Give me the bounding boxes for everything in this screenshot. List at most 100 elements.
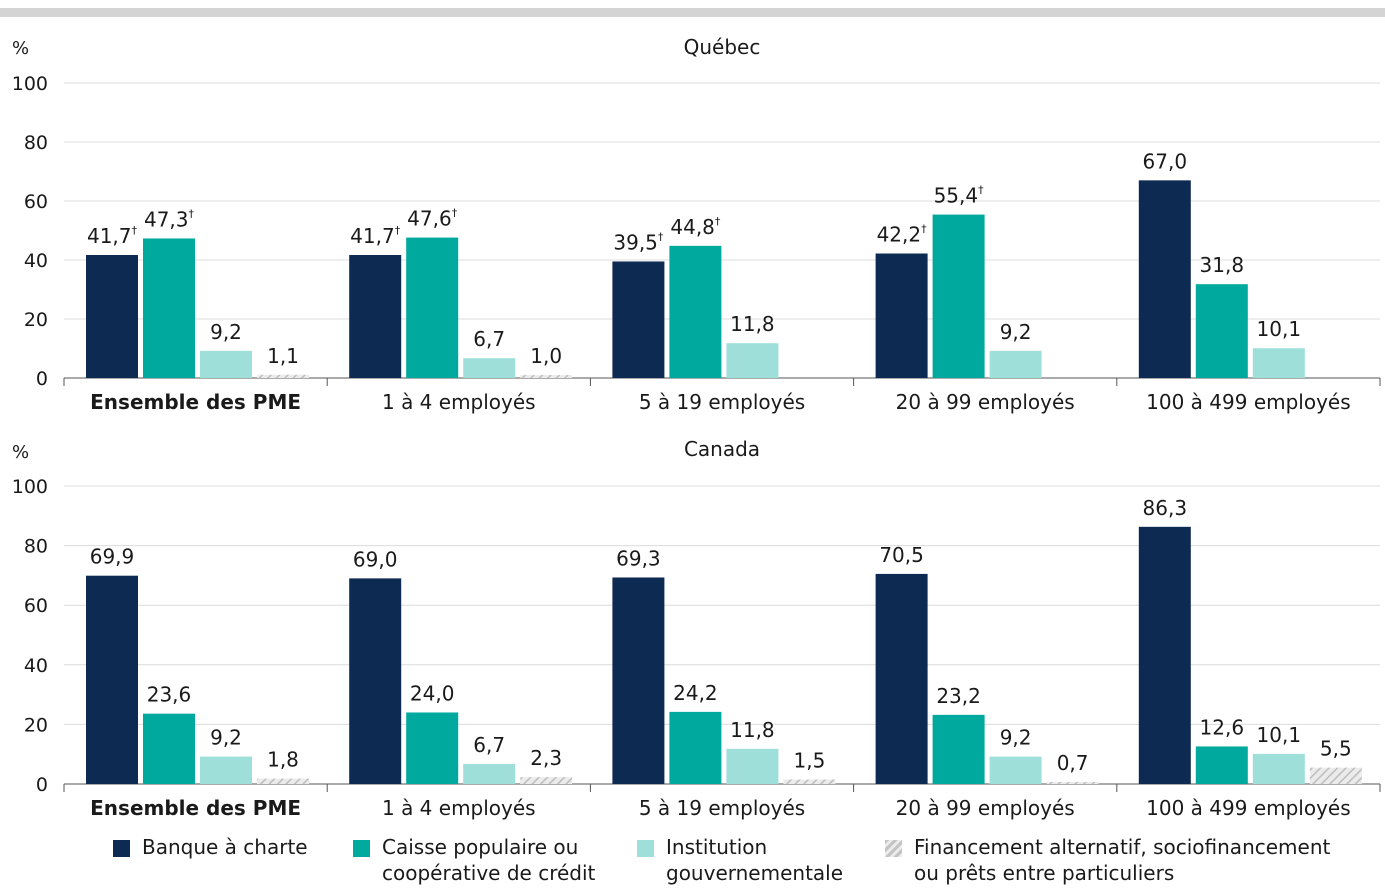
bar-credit-union <box>932 214 985 378</box>
value-label: 23,2 <box>936 684 981 708</box>
value-label: 55,4† <box>934 184 985 208</box>
value-label: 69,3 <box>616 546 661 570</box>
legend-item-chartered-bank: Banque à charte <box>113 834 308 860</box>
y-tick-label: 80 <box>24 132 48 154</box>
bar-government <box>989 350 1042 378</box>
value-label: 11,8 <box>730 312 775 336</box>
category-label: 1 à 4 employés <box>382 390 536 414</box>
value-label: 9,2 <box>1000 726 1032 750</box>
bar-alternative <box>1309 767 1362 784</box>
value-label: 2,3 <box>530 746 562 770</box>
quebec-panel: % Québec 0 20 40 60 80 100 Ensemble des PME 1 à 4… <box>12 35 1381 414</box>
header-rule <box>0 8 1385 17</box>
bar-credit-union <box>1195 746 1248 784</box>
legend-label-credit-union-line1: Caisse populaire ou <box>382 835 579 859</box>
legend: Banque à charte Caisse populaire ou coop… <box>0 834 1385 890</box>
value-label: 70,5 <box>879 543 924 567</box>
bar-government <box>463 358 516 378</box>
bar-credit-union <box>406 712 459 784</box>
category-label: 100 à 499 employés <box>1146 390 1351 414</box>
value-label: 69,9 <box>90 545 135 569</box>
legend-item-alternative: Financement alternatif, sociofinancement… <box>885 834 1330 886</box>
value-label: 41,7† <box>350 224 401 248</box>
legend-swatch-chartered-bank <box>113 840 130 857</box>
bar-government <box>989 756 1042 784</box>
y-tick-label: 0 <box>36 774 48 796</box>
bar-chartered-bank <box>1138 180 1191 378</box>
value-label: 44,8† <box>670 215 721 239</box>
y-unit-label: % <box>12 442 29 463</box>
value-label: 86,3 <box>1143 496 1188 520</box>
bar-credit-union <box>1195 284 1248 378</box>
value-label: 9,2 <box>210 320 242 344</box>
bar-government <box>726 343 779 378</box>
category-label: 20 à 99 employés <box>896 796 1075 820</box>
y-tick-label: 40 <box>24 250 48 272</box>
y-tick-label: 100 <box>12 476 48 498</box>
legend-label-alternative-line2: ou prêts entre particuliers <box>914 861 1175 885</box>
bar-charts: % Québec 0 20 40 60 80 100 Ensemble des PME 1 à 4… <box>12 35 1381 820</box>
y-tick-label: 40 <box>24 655 48 677</box>
y-tick-label: 100 <box>12 73 48 95</box>
y-tick-label: 20 <box>24 309 48 331</box>
bar-chartered-bank <box>875 573 928 784</box>
bar-credit-union <box>669 245 722 378</box>
bar-credit-union <box>932 714 985 784</box>
value-label: 6,7 <box>473 327 505 351</box>
y-tick-label: 60 <box>24 595 48 617</box>
panel-title: Québec <box>684 35 761 59</box>
value-label: 1,5 <box>793 749 825 773</box>
bar-chartered-bank <box>612 261 665 378</box>
bar-credit-union <box>143 713 195 784</box>
category-label: Ensemble des PME <box>90 390 301 414</box>
value-label: 10,1 <box>1257 317 1302 341</box>
category-label: 100 à 499 employés <box>1146 796 1351 820</box>
bar-chartered-bank <box>612 577 665 784</box>
legend-swatch-government <box>637 840 654 857</box>
value-label: 47,6† <box>407 207 458 231</box>
value-label: 12,6 <box>1200 715 1245 739</box>
category-label: Ensemble des PME <box>90 796 301 820</box>
bar-alternative <box>783 779 836 784</box>
bar-alternative <box>257 778 309 784</box>
value-label: 67,0 <box>1143 149 1188 173</box>
value-label: 69,0 <box>353 547 398 571</box>
value-label: 41,7† <box>87 224 138 248</box>
y-tick-label: 0 <box>36 368 48 390</box>
category-label: 5 à 19 employés <box>639 796 805 820</box>
value-label: 47,3† <box>144 207 195 231</box>
bar-government <box>1252 753 1305 784</box>
bar-credit-union <box>669 711 722 784</box>
bar-alternative <box>520 375 573 378</box>
legend-label-government-line2: gouvernementale <box>666 861 844 885</box>
canada-panel: % Canada 0 20 40 60 80 100 Ensemble des PME 1 à 4… <box>12 437 1381 820</box>
bar-chartered-bank <box>1138 526 1191 784</box>
value-label: 1,0 <box>530 344 562 368</box>
value-label: 5,5 <box>1320 737 1352 761</box>
y-tick-label: 20 <box>24 714 48 736</box>
value-label: 9,2 <box>1000 320 1032 344</box>
category-label: 20 à 99 employés <box>896 390 1075 414</box>
category-label: 1 à 4 employés <box>382 796 536 820</box>
bar-alternative <box>1046 781 1099 784</box>
y-tick-label: 80 <box>24 536 48 558</box>
value-label: 23,6 <box>147 683 192 707</box>
value-label: 24,2 <box>673 681 718 705</box>
bar-chartered-bank <box>875 253 928 378</box>
value-label: 39,5† <box>613 230 664 254</box>
value-label: 0,7 <box>1057 751 1089 775</box>
legend-swatch-credit-union <box>353 840 370 857</box>
value-label: 42,2† <box>877 223 928 247</box>
legend-swatch-alternative <box>885 840 902 857</box>
legend-item-government: Institution gouvernementale <box>637 834 843 886</box>
category-label: 5 à 19 employés <box>639 390 805 414</box>
bar-government <box>200 350 252 378</box>
value-label: 1,1 <box>267 344 299 368</box>
legend-label-chartered-bank: Banque à charte <box>142 835 308 859</box>
legend-label-government-line1: Institution <box>666 835 768 859</box>
value-label: 31,8 <box>1200 253 1245 277</box>
value-label: 9,2 <box>210 726 242 750</box>
bar-credit-union <box>143 238 195 378</box>
bar-alternative <box>520 777 573 784</box>
bar-alternative <box>257 374 309 378</box>
